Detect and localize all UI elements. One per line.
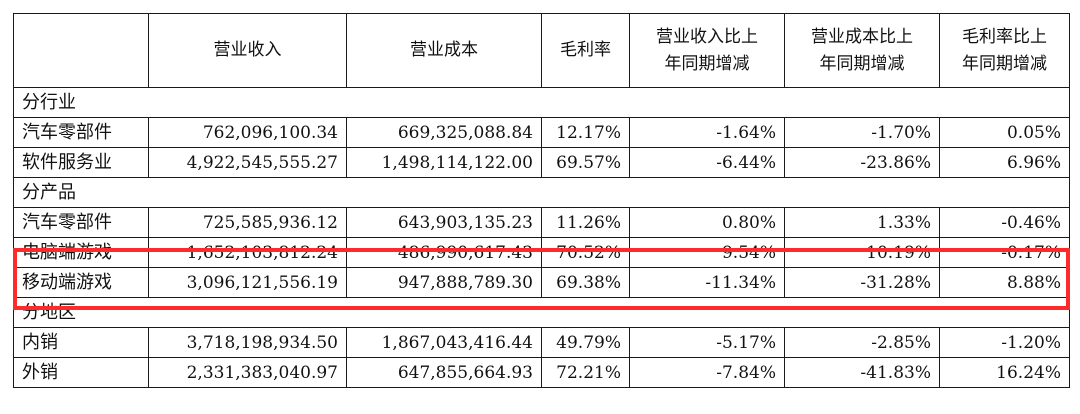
- cell-cost: 647,855,664.93: [346, 357, 542, 388]
- header-cost-yoy: 营业成本比上 年同期增减: [784, 13, 940, 88]
- cell-revenue: 725,585,936.12: [148, 207, 347, 238]
- cell-cost-yoy: 10.19%: [784, 237, 940, 268]
- cell-cost: 669,325,088.84: [346, 117, 542, 148]
- header-revenue: 营业收入: [148, 13, 347, 88]
- cell-margin-yoy: -0.17%: [939, 237, 1070, 268]
- cell-cost-yoy: 1.33%: [784, 207, 940, 238]
- cell-segment: 外销: [13, 357, 149, 388]
- cell-segment: 移动端游戏: [13, 267, 149, 298]
- cell-revenue-yoy: 0.80%: [629, 207, 785, 238]
- header-line: 年同期增减: [819, 53, 905, 74]
- table-row: 软件服务业 4,922,545,555.27 1,498,114,122.00 69.…: [13, 147, 1070, 178]
- section-label: 分地区: [13, 297, 1070, 328]
- cell-cost: 643,903,135.23: [346, 207, 542, 238]
- cell-revenue: 4,922,545,555.27: [148, 147, 347, 178]
- cell-cost-yoy: -31.28%: [784, 267, 940, 298]
- cell-cost-yoy: -2.85%: [784, 327, 940, 358]
- table-header: 营业收入 营业成本 毛利率 营业收入比上 年同期增减 营业成本比上 年同期增减 毛利率比上 年同…: [13, 13, 1070, 88]
- header-cost: 营业成本: [346, 13, 542, 88]
- header-line: 毛利率比上: [962, 26, 1047, 47]
- section-label: 分行业: [13, 87, 1070, 118]
- cell-revenue-yoy: -11.34%: [629, 267, 785, 298]
- cell-cost: 1,867,043,416.44: [346, 327, 542, 358]
- cell-revenue: 3,096,121,556.19: [148, 267, 347, 298]
- cell-cost-yoy: -41.83%: [784, 357, 940, 388]
- table-body: 分行业 汽车零部件 762,096,100.34 669,325,088.84 12.1…: [13, 87, 1070, 388]
- table-row: 汽车零部件 725,585,936.12 643,903,135.23 11.26% 0…: [13, 207, 1070, 238]
- cell-margin-yoy: 16.24%: [939, 357, 1070, 388]
- cell-gross-margin: 72.21%: [541, 357, 630, 388]
- cell-gross-margin: 12.17%: [541, 117, 630, 148]
- table-row: 内销 3,718,198,934.50 1,867,043,416.44 49.79%…: [13, 327, 1070, 358]
- cell-cost-yoy: -1.70%: [784, 117, 940, 148]
- section-row: 分产品: [13, 177, 1070, 208]
- cell-segment: 软件服务业: [13, 147, 149, 178]
- cell-margin-yoy: 0.05%: [939, 117, 1070, 148]
- cell-gross-margin: 70.52%: [541, 237, 630, 268]
- financial-breakdown-table: 营业收入 营业成本 毛利率 营业收入比上 年同期增减 营业成本比上 年同期增减 毛利率比上 年同…: [13, 13, 1070, 388]
- cell-segment: 内销: [13, 327, 149, 358]
- header-row: 营业收入 营业成本 毛利率 营业收入比上 年同期增减 营业成本比上 年同期增减 毛利率比上 年同…: [13, 13, 1070, 88]
- header-segment: [13, 13, 149, 88]
- cell-cost: 486,990,617.43: [346, 237, 542, 268]
- cell-revenue: 1,652,103,812.24: [148, 237, 347, 268]
- header-line: 营业收入比上: [656, 26, 758, 47]
- cell-cost-yoy: -23.86%: [784, 147, 940, 178]
- cell-revenue: 2,331,383,040.97: [148, 357, 347, 388]
- table-row-highlighted: 电脑端游戏 1,652,103,812.24 486,990,617.43 70.52…: [13, 237, 1070, 268]
- cell-cost: 1,498,114,122.00: [346, 147, 542, 178]
- section-row: 分行业: [13, 87, 1070, 118]
- header-line: 年同期增减: [664, 53, 750, 74]
- cell-margin-yoy: 8.88%: [939, 267, 1070, 298]
- header-line: 年同期增减: [962, 53, 1047, 74]
- cell-revenue-yoy: -1.64%: [629, 117, 785, 148]
- header-margin-yoy: 毛利率比上年同期增减: [939, 13, 1070, 88]
- table-row: 汽车零部件 762,096,100.34 669,325,088.84 12.17% -…: [13, 117, 1070, 148]
- cell-gross-margin: 11.26%: [541, 207, 630, 238]
- cell-revenue-yoy: -7.84%: [629, 357, 785, 388]
- cell-gross-margin: 49.79%: [541, 327, 630, 358]
- cell-cost: 947,888,789.30: [346, 267, 542, 298]
- header-gross-margin: 毛利率: [541, 13, 630, 88]
- cell-revenue-yoy: -6.44%: [629, 147, 785, 178]
- cell-revenue: 762,096,100.34: [148, 117, 347, 148]
- cell-margin-yoy: -0.46%: [939, 207, 1070, 238]
- header-line: 营业成本比上: [811, 26, 913, 47]
- cell-revenue: 3,718,198,934.50: [148, 327, 347, 358]
- section-label: 分产品: [13, 177, 1070, 208]
- cell-revenue-yoy: -5.17%: [629, 327, 785, 358]
- cell-revenue-yoy: 9.54%: [629, 237, 785, 268]
- cell-margin-yoy: 6.96%: [939, 147, 1070, 178]
- cell-margin-yoy: -1.20%: [939, 327, 1070, 358]
- table-row: 外销 2,331,383,040.97 647,855,664.93 72.21% -7…: [13, 357, 1070, 388]
- table-row-highlighted: 移动端游戏 3,096,121,556.19 947,888,789.30 69.38…: [13, 267, 1070, 298]
- cell-gross-margin: 69.57%: [541, 147, 630, 178]
- cell-segment: 汽车零部件: [13, 117, 149, 148]
- cell-gross-margin: 69.38%: [541, 267, 630, 298]
- section-row: 分地区: [13, 297, 1070, 328]
- cell-segment: 汽车零部件: [13, 207, 149, 238]
- header-revenue-yoy: 营业收入比上 年同期增减: [629, 13, 785, 88]
- cell-segment: 电脑端游戏: [13, 237, 149, 268]
